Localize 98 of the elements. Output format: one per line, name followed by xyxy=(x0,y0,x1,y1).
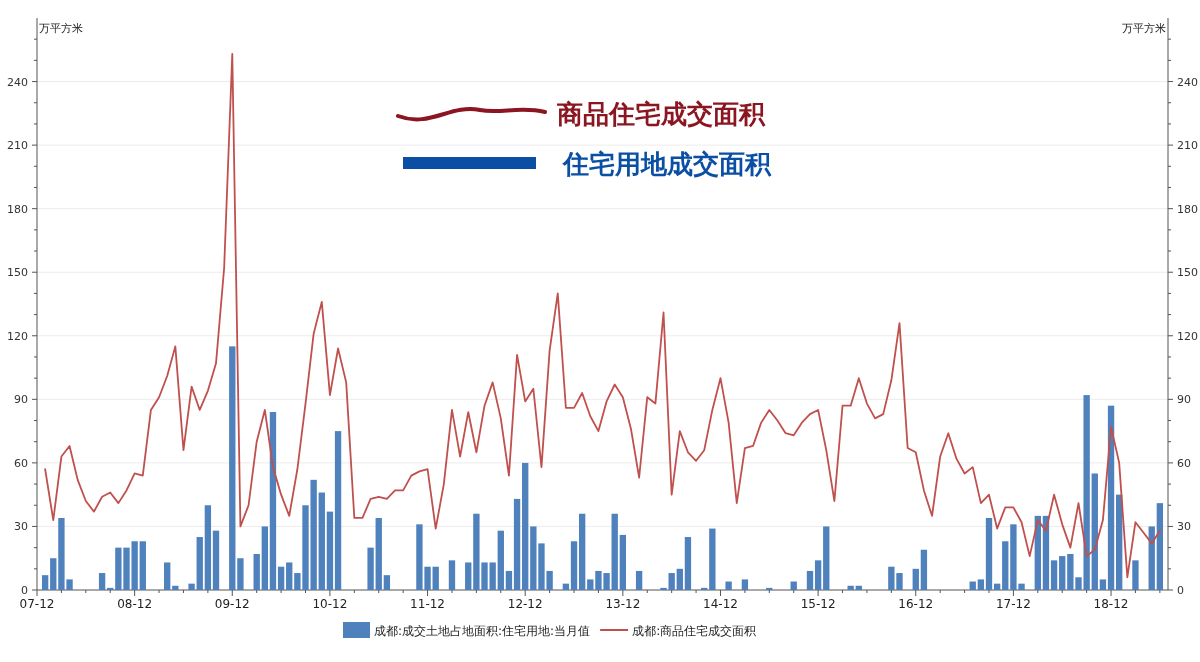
bar xyxy=(196,537,203,590)
y2-tick-label: 0 xyxy=(1177,584,1184,597)
y2-tick-label: 180 xyxy=(1177,202,1198,216)
bar xyxy=(383,575,391,590)
x-tick-label: 13-12 xyxy=(605,597,641,611)
annotation: 商品住宅成交面积 xyxy=(556,99,766,129)
bar xyxy=(635,570,643,590)
bar xyxy=(701,587,708,590)
bar xyxy=(1132,560,1139,590)
bar xyxy=(684,537,692,590)
y-tick-label: 150 xyxy=(7,266,28,280)
x-tick-label: 14-12 xyxy=(703,597,738,611)
bar xyxy=(823,526,830,590)
y2-tick-label: 240 xyxy=(1177,75,1198,89)
bar xyxy=(465,562,472,590)
bar xyxy=(367,547,374,590)
bar xyxy=(41,575,49,590)
bar xyxy=(611,513,618,590)
bar xyxy=(237,558,244,590)
bar xyxy=(164,562,171,590)
bar xyxy=(375,517,382,590)
bar xyxy=(326,511,334,590)
bar xyxy=(741,579,749,590)
y2-tick-label: 90 xyxy=(1177,393,1191,407)
x-tick-label: 18-12 xyxy=(1093,597,1129,611)
bar xyxy=(985,517,993,590)
bar xyxy=(814,560,822,590)
bar xyxy=(1050,560,1058,590)
x-tick-label: 08-12 xyxy=(117,597,153,611)
bar xyxy=(570,541,578,590)
bar xyxy=(204,505,212,590)
bar xyxy=(709,528,716,590)
bar xyxy=(912,568,919,590)
bar xyxy=(253,553,260,590)
bar xyxy=(562,583,570,590)
bar xyxy=(98,573,106,590)
bar xyxy=(334,431,342,590)
bar xyxy=(1091,473,1098,590)
bar xyxy=(505,570,513,590)
bar xyxy=(188,583,195,590)
bar xyxy=(261,526,268,590)
bar xyxy=(725,581,732,590)
bar xyxy=(676,568,683,590)
y2-tick-label: 120 xyxy=(1177,329,1198,343)
y-tick-label: 60 xyxy=(14,456,28,470)
bar xyxy=(497,530,504,590)
bar xyxy=(977,579,985,590)
bar xyxy=(1002,541,1009,590)
bar xyxy=(1156,503,1164,590)
y2-axis-title: 万平方米 xyxy=(1122,22,1166,35)
bar xyxy=(139,541,146,590)
x-tick-label: 10-12 xyxy=(312,597,348,611)
annotation: 住宅用地成交面积 xyxy=(562,149,772,179)
bar xyxy=(806,570,814,590)
x-tick-label: 11-12 xyxy=(410,597,445,611)
bar xyxy=(1148,526,1155,590)
bar xyxy=(513,498,521,590)
y2-tick-label: 30 xyxy=(1177,520,1191,534)
y-tick-label: 210 xyxy=(7,139,28,153)
bar xyxy=(578,513,586,590)
bar xyxy=(50,558,57,590)
y-tick-label: 90 xyxy=(14,393,28,407)
bar xyxy=(619,534,627,590)
bar xyxy=(587,579,594,590)
y-tick-label: 180 xyxy=(7,202,28,216)
bar xyxy=(286,562,293,590)
y-axis-title: 万平方米 xyxy=(39,22,83,35)
y2-tick-label: 60 xyxy=(1177,456,1191,470)
bar xyxy=(432,566,439,590)
bar xyxy=(1059,556,1066,590)
bar xyxy=(1116,494,1123,590)
bar xyxy=(107,587,114,590)
bar xyxy=(269,412,277,590)
legend-label: 成都:商品住宅成交面积 xyxy=(632,624,757,638)
bar xyxy=(847,585,854,590)
legend-label: 成都:成交土地占地面积:住宅用地:当月值 xyxy=(374,624,591,638)
y-tick-label: 120 xyxy=(7,329,28,343)
bar xyxy=(522,462,529,590)
bar xyxy=(766,587,773,590)
x-tick-label: 17-12 xyxy=(995,597,1031,611)
bar xyxy=(993,583,1001,590)
y2-tick-label: 210 xyxy=(1177,139,1198,153)
bar xyxy=(1099,579,1107,590)
bar xyxy=(212,530,220,590)
y-tick-label: 0 xyxy=(21,584,28,597)
x-tick-label: 16-12 xyxy=(898,597,934,611)
x-tick-label: 15-12 xyxy=(800,597,836,611)
bar xyxy=(920,549,928,590)
x-tick-label: 09-12 xyxy=(214,597,250,611)
bar xyxy=(318,492,325,590)
x-tick-label: 12-12 xyxy=(507,597,543,611)
bar xyxy=(277,566,285,590)
x-tick-label: 07-12 xyxy=(19,597,55,611)
y-tick-label: 240 xyxy=(7,75,28,89)
bar xyxy=(229,346,236,590)
y-tick-label: 30 xyxy=(14,520,28,534)
bar xyxy=(448,560,456,590)
y2-tick-label: 150 xyxy=(1177,266,1198,280)
